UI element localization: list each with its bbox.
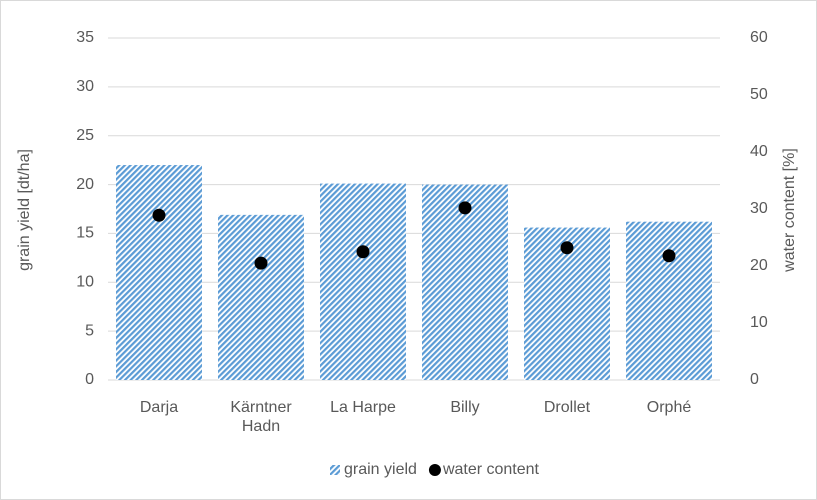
y2-tick-label: 20	[750, 257, 768, 274]
dot	[254, 256, 268, 270]
dot	[356, 245, 370, 259]
x-tick-label-box: Orphé	[646, 399, 692, 416]
x-tick-label: La Harpe	[330, 399, 396, 416]
x-tick-label-box: Billy	[450, 399, 480, 416]
x-tick-label-box: La Harpe	[330, 399, 396, 416]
y-tick-label: 30	[76, 78, 94, 95]
y-tick-label: 20	[76, 176, 94, 193]
bar	[218, 214, 304, 380]
y2-tick-label: 40	[750, 143, 768, 160]
y2-tick-label: 10	[750, 314, 768, 331]
dot	[152, 208, 166, 222]
x-tick-label: Kärntner Hadn	[230, 399, 292, 435]
x-tick-label-box: Darja	[139, 399, 179, 416]
dot	[458, 201, 472, 215]
bar	[320, 183, 406, 380]
x-tick-label: Drollet	[543, 399, 591, 416]
legend-label: grain yield	[344, 461, 417, 478]
x-tick-label: Darja	[139, 399, 179, 416]
x-tick-label-box: Drollet	[543, 399, 591, 416]
x-tick-label: Billy	[450, 399, 480, 416]
dot	[662, 249, 676, 263]
y-tick-label: 0	[85, 371, 94, 388]
bar	[422, 184, 508, 380]
y2-tick-label: 30	[750, 200, 768, 217]
x-tick-label-box: Kärntner Hadn	[230, 399, 292, 435]
bar	[116, 165, 202, 380]
y2-tick-label: 60	[750, 29, 768, 46]
y2-axis-label: water content [%]	[781, 148, 798, 273]
y2-tick-label: 50	[750, 86, 768, 103]
legend-marker	[428, 464, 441, 476]
y-axis-label: grain yield [dt/ha]	[16, 149, 33, 271]
legend-label: water content	[442, 461, 540, 478]
y2-tick-label: 0	[750, 371, 759, 388]
y-tick-label: 35	[76, 29, 94, 46]
y-tick-label: 10	[76, 274, 94, 291]
legend-swatch	[330, 465, 340, 475]
dot	[560, 241, 574, 255]
y-tick-label: 5	[85, 322, 94, 339]
bar	[626, 221, 712, 380]
y-tick-label: 25	[76, 127, 94, 144]
x-tick-label: Orphé	[646, 399, 692, 416]
y-tick-label: 15	[76, 225, 94, 242]
